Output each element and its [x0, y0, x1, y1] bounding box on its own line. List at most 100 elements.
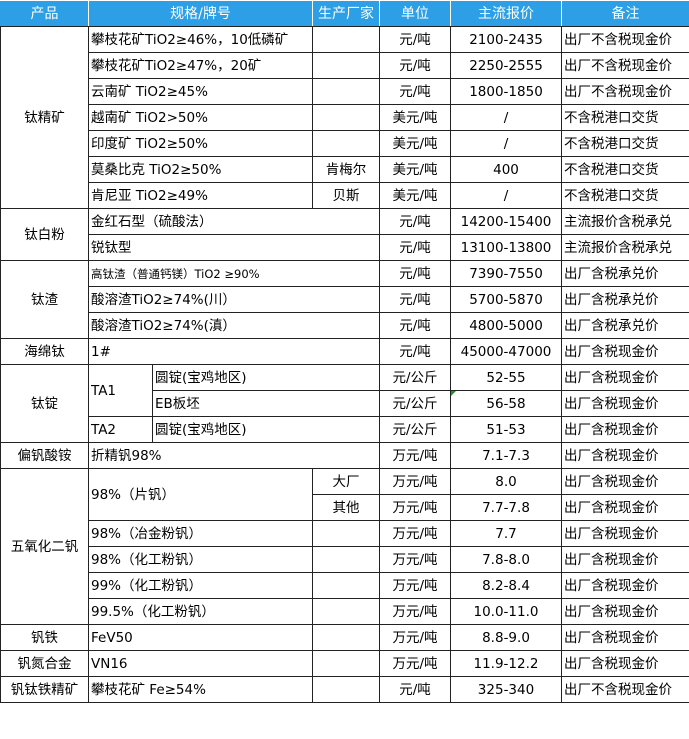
table-row: 偏钒酸铵 折精钒98% 万元/吨 7.1-7.3 出厂含税现金价	[0, 442, 689, 469]
note-cell: 出厂含税现金价	[561, 442, 689, 469]
spec-cell: 越南矿 TiO2>50%	[88, 104, 313, 131]
note-cell: 出厂含税现金价	[561, 416, 689, 443]
table-row: 钛锭 TA1 圆锭(宝鸡地区) 元/公斤 52-55 出厂含税现金价	[0, 364, 689, 443]
spec-cell: 98%（片钒）	[88, 468, 313, 521]
maker-cell	[312, 78, 380, 105]
table-row: 五氧化二钒 98%（片钒） 大厂 万元/吨 8.0 出厂含税现金价	[0, 468, 689, 625]
table-row: 越南矿 TiO2>50% 美元/吨 / 不含税港口交货	[1, 104, 689, 131]
unit-cell: 元/吨	[379, 338, 451, 365]
note-cell: 主流报价含税承兑	[561, 208, 689, 235]
table-row: EB板坯 元/公斤 56-58 出厂含税现金价	[1, 390, 689, 417]
note-cell: 出厂含税现金价	[561, 390, 689, 417]
maker-cell	[312, 598, 380, 625]
unit-cell: 元/吨	[379, 26, 451, 53]
table-row: 攀枝花矿TiO2≥47%，20矿 元/吨 2250-2555 出厂不含税现金价	[1, 52, 689, 79]
spec-cell: 酸溶渣TiO2≥74%(滇）	[88, 312, 380, 339]
price-cell: 45000-47000	[450, 338, 562, 365]
table-row: 钒氮合金 VN16 万元/吨 11.9-12.2 出厂含税现金价	[0, 650, 689, 677]
product-cell: 五氧化二钒	[0, 468, 89, 625]
product-cell: 钛白粉	[0, 208, 89, 261]
table-row: 98%（冶金粉钒） 万元/吨 7.7 出厂含税现金价	[1, 520, 689, 547]
price-cell: 13100-13800	[450, 234, 562, 261]
unit-cell: 万元/吨	[379, 650, 451, 677]
maker-cell	[312, 104, 380, 131]
unit-cell: 元/公斤	[379, 390, 451, 417]
header-price: 主流报价	[450, 0, 562, 27]
grade-cell: TA1	[88, 364, 153, 417]
spec-cell: 肯尼亚 TiO2≥49%	[88, 182, 313, 209]
maker-cell: 其他	[312, 494, 380, 521]
price-cell: 51-53	[450, 416, 562, 443]
unit-cell: 元/吨	[379, 52, 451, 79]
price-cell: /	[450, 130, 562, 157]
header-unit: 单位	[379, 0, 451, 27]
table-row: 99.5%（化工粉钒） 万元/吨 10.0-11.0 出厂含税现金价	[1, 598, 689, 625]
price-cell: 7.7	[450, 520, 562, 547]
product-cell: 海绵钛	[0, 338, 89, 365]
spec-cell: 98%（化工粉钒）	[88, 546, 313, 573]
header-row: 产品 规格/牌号 生产厂家 单位 主流报价 备注	[0, 0, 689, 27]
unit-cell: 元/吨	[379, 260, 451, 287]
maker-cell	[312, 26, 380, 53]
unit-cell: 万元/吨	[379, 442, 451, 469]
price-cell: 14200-15400	[450, 208, 562, 235]
unit-cell: 元/吨	[379, 286, 451, 313]
spec-cell: 攀枝花矿 Fe≥54%	[88, 676, 313, 703]
spec-cell: FeV50	[88, 624, 313, 651]
unit-cell: 万元/吨	[379, 546, 451, 573]
maker-cell	[312, 650, 380, 677]
table-row: 酸溶渣TiO2≥74%(滇） 元/吨 4800-5000 出厂含税承兑价	[1, 312, 689, 339]
maker-cell	[312, 52, 380, 79]
spec-cell: 锐钛型	[88, 234, 380, 261]
unit-cell: 万元/吨	[379, 468, 451, 495]
header-product: 产品	[0, 0, 89, 27]
product-cell: 偏钒酸铵	[0, 442, 89, 469]
note-cell: 出厂不含税现金价	[561, 78, 689, 105]
spec-cell: 莫桑比克 TiO2≥50%	[88, 156, 313, 183]
price-cell: 7.1-7.3	[450, 442, 562, 469]
spec-cell: 圆锭(宝鸡地区)	[152, 364, 380, 391]
product-cell: 钒氮合金	[0, 650, 89, 677]
spec-cell: 高钛渣（普通钙镁）TiO2 ≥90%	[88, 260, 380, 287]
table-row: 钒钛铁精矿 攀枝花矿 Fe≥54% 元/吨 325-340 出厂不含税现金价	[0, 676, 689, 703]
price-cell: 8.8-9.0	[450, 624, 562, 651]
unit-cell: 美元/吨	[379, 130, 451, 157]
unit-cell: 万元/吨	[379, 624, 451, 651]
unit-cell: 万元/吨	[379, 520, 451, 547]
maker-cell: 肯梅尔	[312, 156, 380, 183]
price-cell: 325-340	[450, 676, 562, 703]
header-note: 备注	[561, 0, 689, 27]
note-cell: 不含税港口交货	[561, 156, 689, 183]
note-cell: 出厂含税现金价	[561, 364, 689, 391]
price-cell: 56-58	[450, 390, 562, 417]
unit-cell: 万元/吨	[379, 494, 451, 521]
unit-cell: 万元/吨	[379, 572, 451, 599]
price-cell: 7390-7550	[450, 260, 562, 287]
note-cell: 出厂含税承兑价	[561, 312, 689, 339]
maker-cell	[312, 130, 380, 157]
unit-cell: 元/吨	[379, 208, 451, 235]
maker-cell	[312, 520, 380, 547]
product-cell: 钒钛铁精矿	[0, 676, 89, 703]
price-cell: 8.2-8.4	[450, 572, 562, 599]
product-cell: 钛精矿	[0, 26, 89, 209]
price-table: 产品 规格/牌号 生产厂家 单位 主流报价 备注 钛精矿 攀枝花矿TiO2≥46%…	[0, 0, 689, 703]
price-cell: 400	[450, 156, 562, 183]
price-cell: 7.7-7.8	[450, 494, 562, 521]
spec-cell: 99%（化工粉钒）	[88, 572, 313, 599]
unit-cell: 元/吨	[379, 676, 451, 703]
price-cell: 2250-2555	[450, 52, 562, 79]
note-cell: 主流报价含税承兑	[561, 234, 689, 261]
spec-cell: 酸溶渣TiO2≥74%(川）	[88, 286, 380, 313]
note-cell: 不含税港口交货	[561, 130, 689, 157]
spec-cell: 折精钒98%	[88, 442, 380, 469]
table-row: 印度矿 TiO2≥50% 美元/吨 / 不含税港口交货	[1, 130, 689, 157]
price-cell: 2100-2435	[450, 26, 562, 53]
note-cell: 出厂含税现金价	[561, 624, 689, 651]
spec-cell: 99.5%（化工粉钒）	[88, 598, 313, 625]
price-cell: /	[450, 104, 562, 131]
unit-cell: 元/吨	[379, 78, 451, 105]
note-cell: 出厂不含税现金价	[561, 52, 689, 79]
product-cell: 钛渣	[0, 260, 89, 339]
spec-cell: 圆锭(宝鸡地区)	[152, 416, 380, 443]
